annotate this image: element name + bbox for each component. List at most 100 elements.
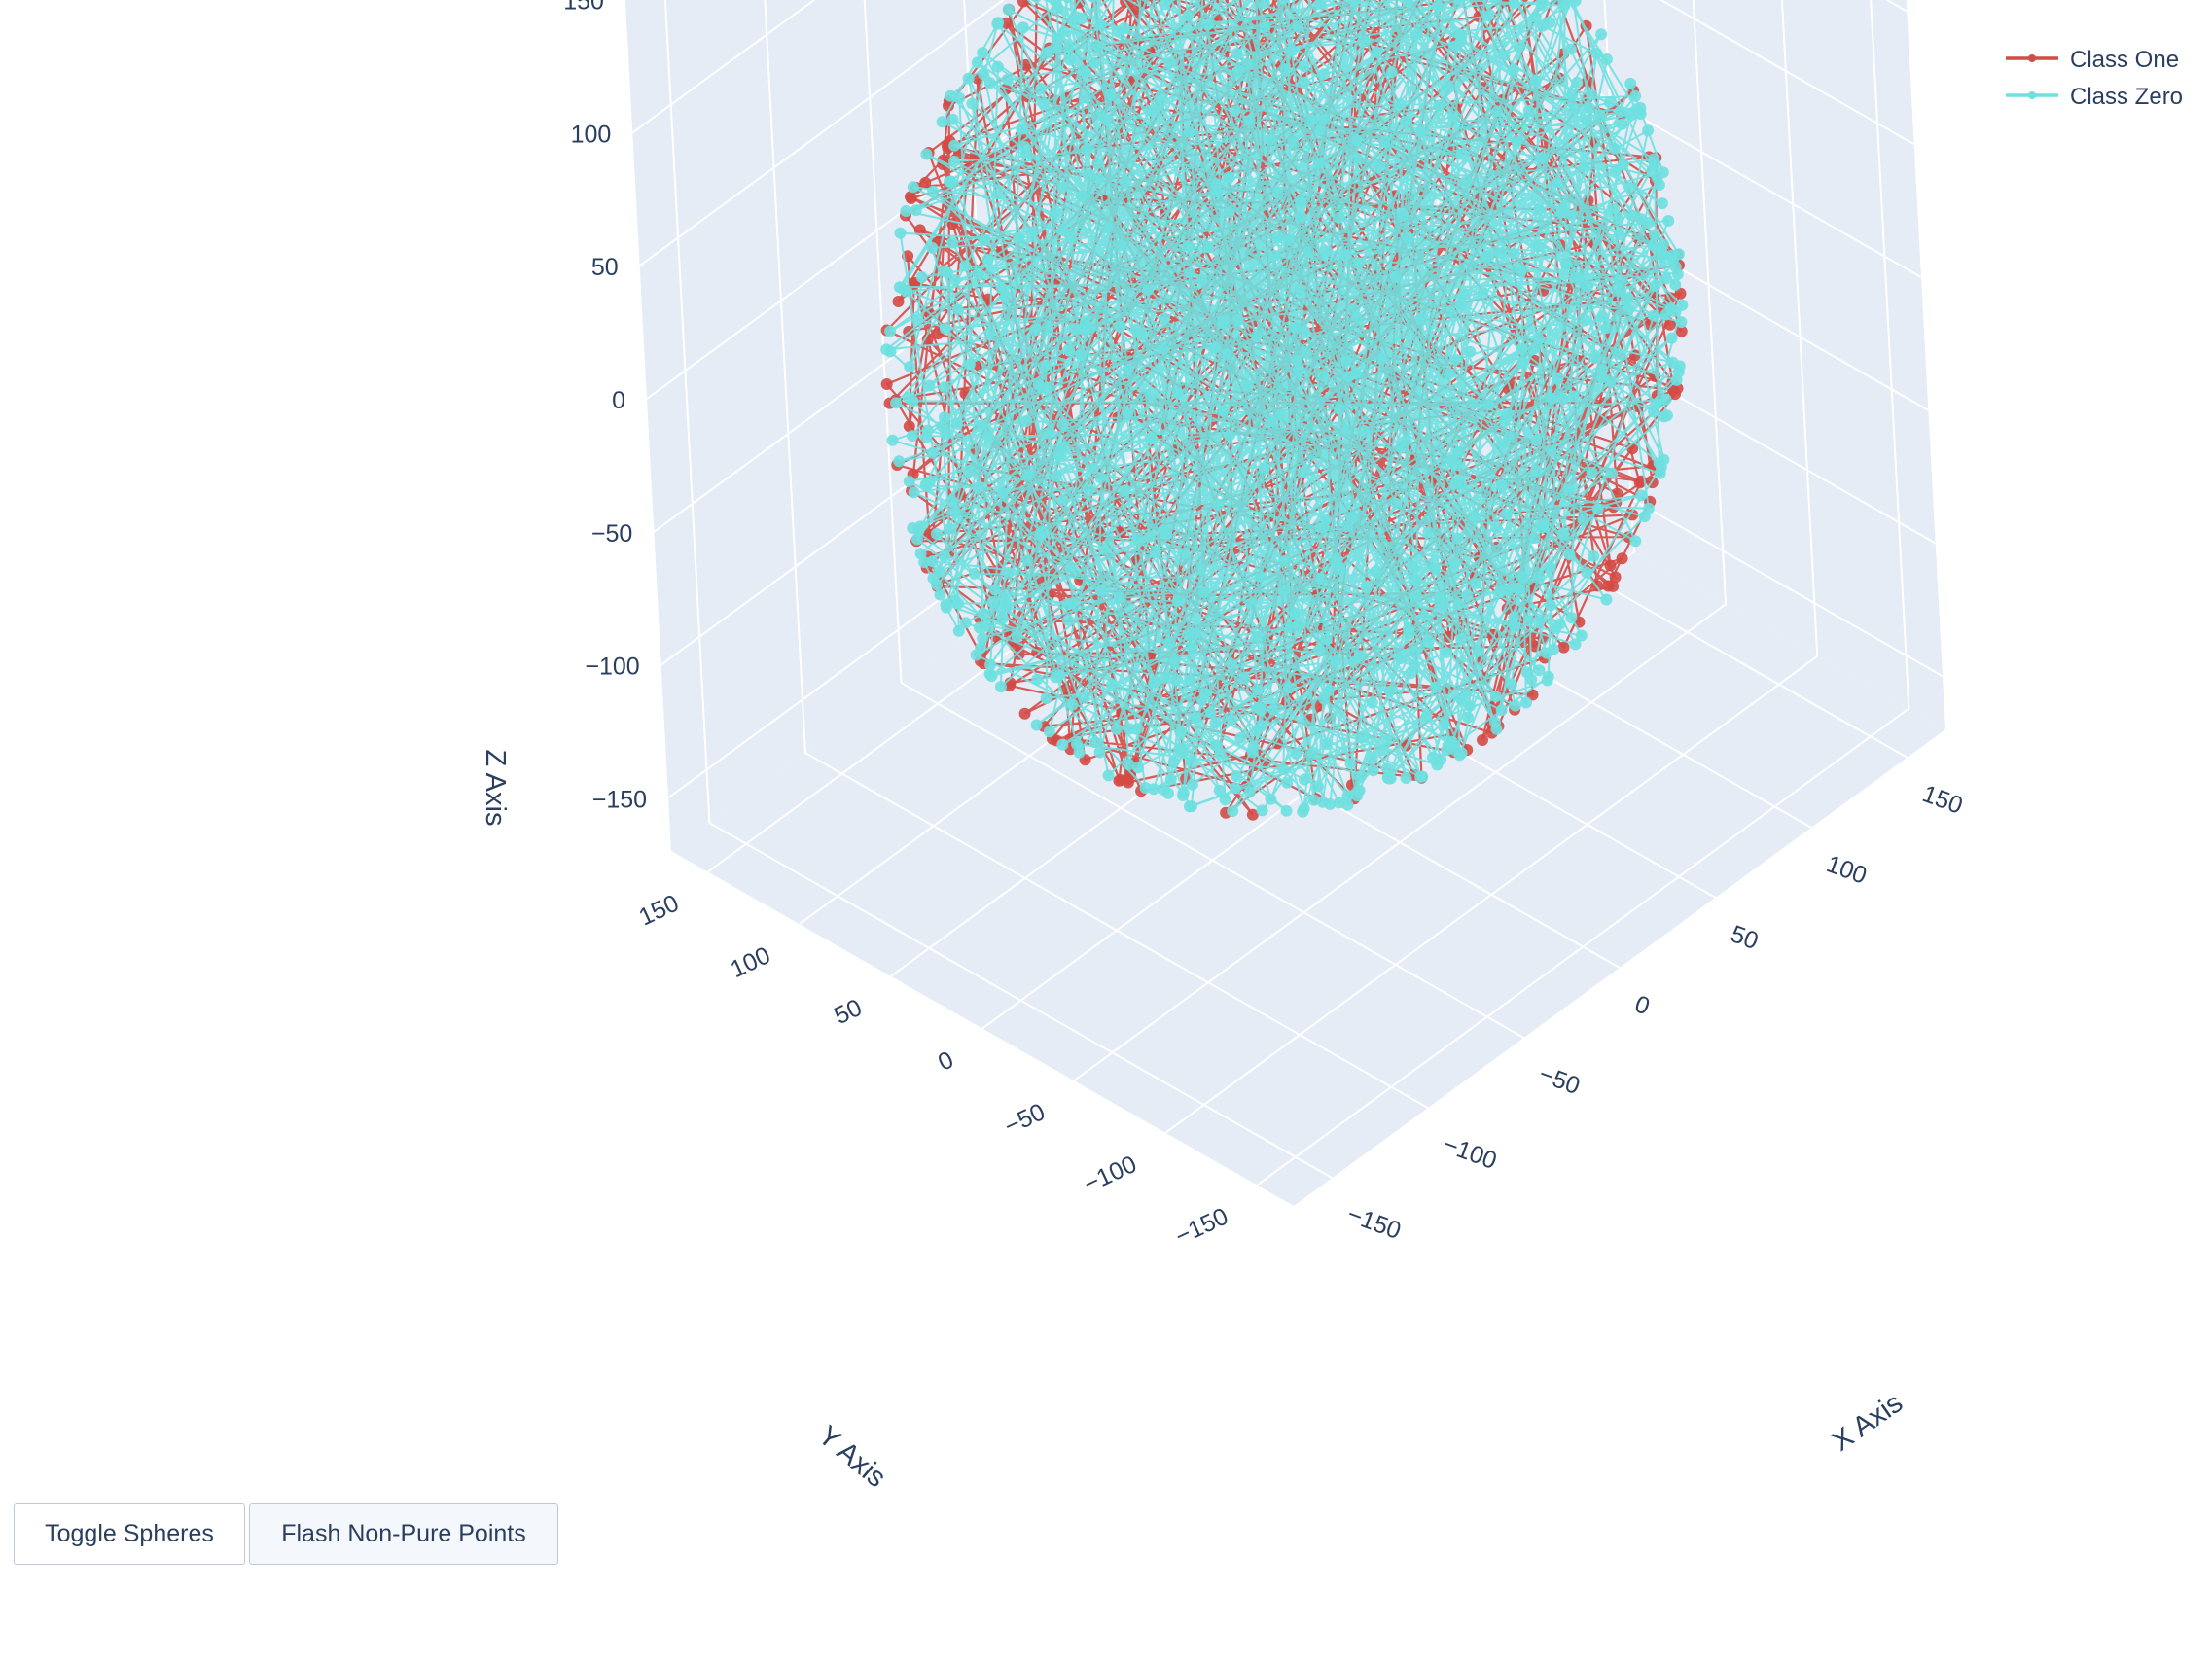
data-point [1349, 152, 1362, 163]
data-point [1171, 386, 1184, 399]
data-point [1588, 549, 1600, 562]
data-point [1593, 109, 1606, 122]
data-point [1381, 762, 1393, 775]
data-point [1094, 585, 1107, 597]
data-point [1112, 25, 1124, 38]
data-point [1662, 215, 1675, 227]
data-point [1030, 719, 1043, 731]
data-point [1564, 43, 1577, 55]
data-point [1433, 99, 1445, 112]
data-point [1482, 399, 1495, 411]
data-point [994, 681, 1007, 693]
data-point [1434, 591, 1446, 604]
data-point [1057, 441, 1070, 453]
data-point [1280, 804, 1293, 817]
y-tick-label: 150 [635, 890, 684, 932]
data-point [1513, 583, 1524, 595]
data-point [1660, 409, 1673, 422]
data-point [1231, 770, 1243, 782]
data-point [1429, 562, 1441, 575]
data-point [1017, 0, 1029, 8]
legend-item-class-one[interactable]: Class One [2006, 47, 2179, 73]
data-point [1347, 655, 1360, 668]
x-tick-label: 50 [1727, 920, 1762, 955]
data-point [1061, 614, 1074, 626]
data-point [1234, 731, 1247, 744]
data-point [1135, 328, 1148, 340]
data-point [1292, 20, 1304, 33]
data-point [1454, 299, 1467, 310]
toggle-spheres-button[interactable]: Toggle Spheres [14, 1503, 245, 1565]
data-point [1277, 763, 1290, 776]
data-point [1446, 110, 1459, 123]
data-point [1544, 599, 1556, 612]
data-point [1657, 248, 1669, 261]
data-point [976, 419, 988, 432]
data-point [904, 361, 916, 372]
data-point [1669, 278, 1682, 291]
grid-line [1659, 0, 1915, 146]
data-point [900, 205, 912, 217]
data-point [1676, 299, 1689, 311]
data-point [1292, 620, 1304, 632]
data-point [1320, 738, 1333, 750]
data-point [1567, 390, 1580, 403]
data-point [1414, 125, 1427, 138]
data-point [1053, 669, 1066, 682]
data-point [1021, 469, 1034, 481]
data-point [1316, 796, 1329, 808]
data-point [903, 420, 915, 433]
z-tick-label: −100 [585, 654, 639, 681]
data-point [1390, 497, 1403, 510]
data-point [1068, 13, 1081, 25]
data-point [1498, 49, 1511, 61]
legend-item-class-zero[interactable]: Class Zero [2006, 84, 2183, 110]
data-point [1214, 748, 1227, 760]
data-point [1062, 42, 1075, 54]
data-point [946, 236, 959, 249]
data-point [1178, 548, 1190, 560]
data-point [1508, 63, 1520, 76]
data-point [1495, 478, 1508, 491]
data-point [1344, 758, 1357, 770]
data-point [1566, 209, 1578, 222]
data-point [1298, 60, 1310, 73]
data-point [1290, 747, 1302, 760]
data-point [1477, 734, 1488, 746]
data-point [1375, 353, 1388, 366]
data-point [964, 464, 976, 477]
x-tick-label: −150 [1343, 1201, 1404, 1246]
data-point [1075, 348, 1088, 361]
data-point [1271, 187, 1284, 199]
data-point [1213, 784, 1226, 797]
data-point [1164, 773, 1177, 786]
data-point [1533, 570, 1546, 583]
data-point [1286, 44, 1299, 56]
data-point [1331, 552, 1342, 565]
data-point [1219, 794, 1231, 806]
y-tick-label: −150 [1171, 1203, 1232, 1251]
data-point [1357, 731, 1370, 744]
data-point [1251, 684, 1264, 696]
data-point [1175, 726, 1187, 738]
data-point [1563, 483, 1575, 495]
data-point [1245, 597, 1258, 610]
data-point [1305, 114, 1318, 126]
data-point [1647, 239, 1659, 252]
data-point [1603, 96, 1616, 109]
data-point [1566, 89, 1579, 102]
data-point [1242, 379, 1254, 392]
data-point [1148, 783, 1160, 796]
flash-non-pure-points-button[interactable]: Flash Non-Pure Points [249, 1503, 558, 1565]
data-point [1080, 143, 1092, 156]
data-point [1408, 659, 1420, 672]
data-point [1288, 321, 1301, 334]
data-point [1516, 357, 1529, 370]
legend[interactable]: Class One Class Zero [2006, 47, 2183, 110]
data-point [1614, 274, 1626, 286]
data-point [1511, 134, 1523, 147]
data-point [905, 191, 916, 203]
data-point [1520, 696, 1532, 709]
